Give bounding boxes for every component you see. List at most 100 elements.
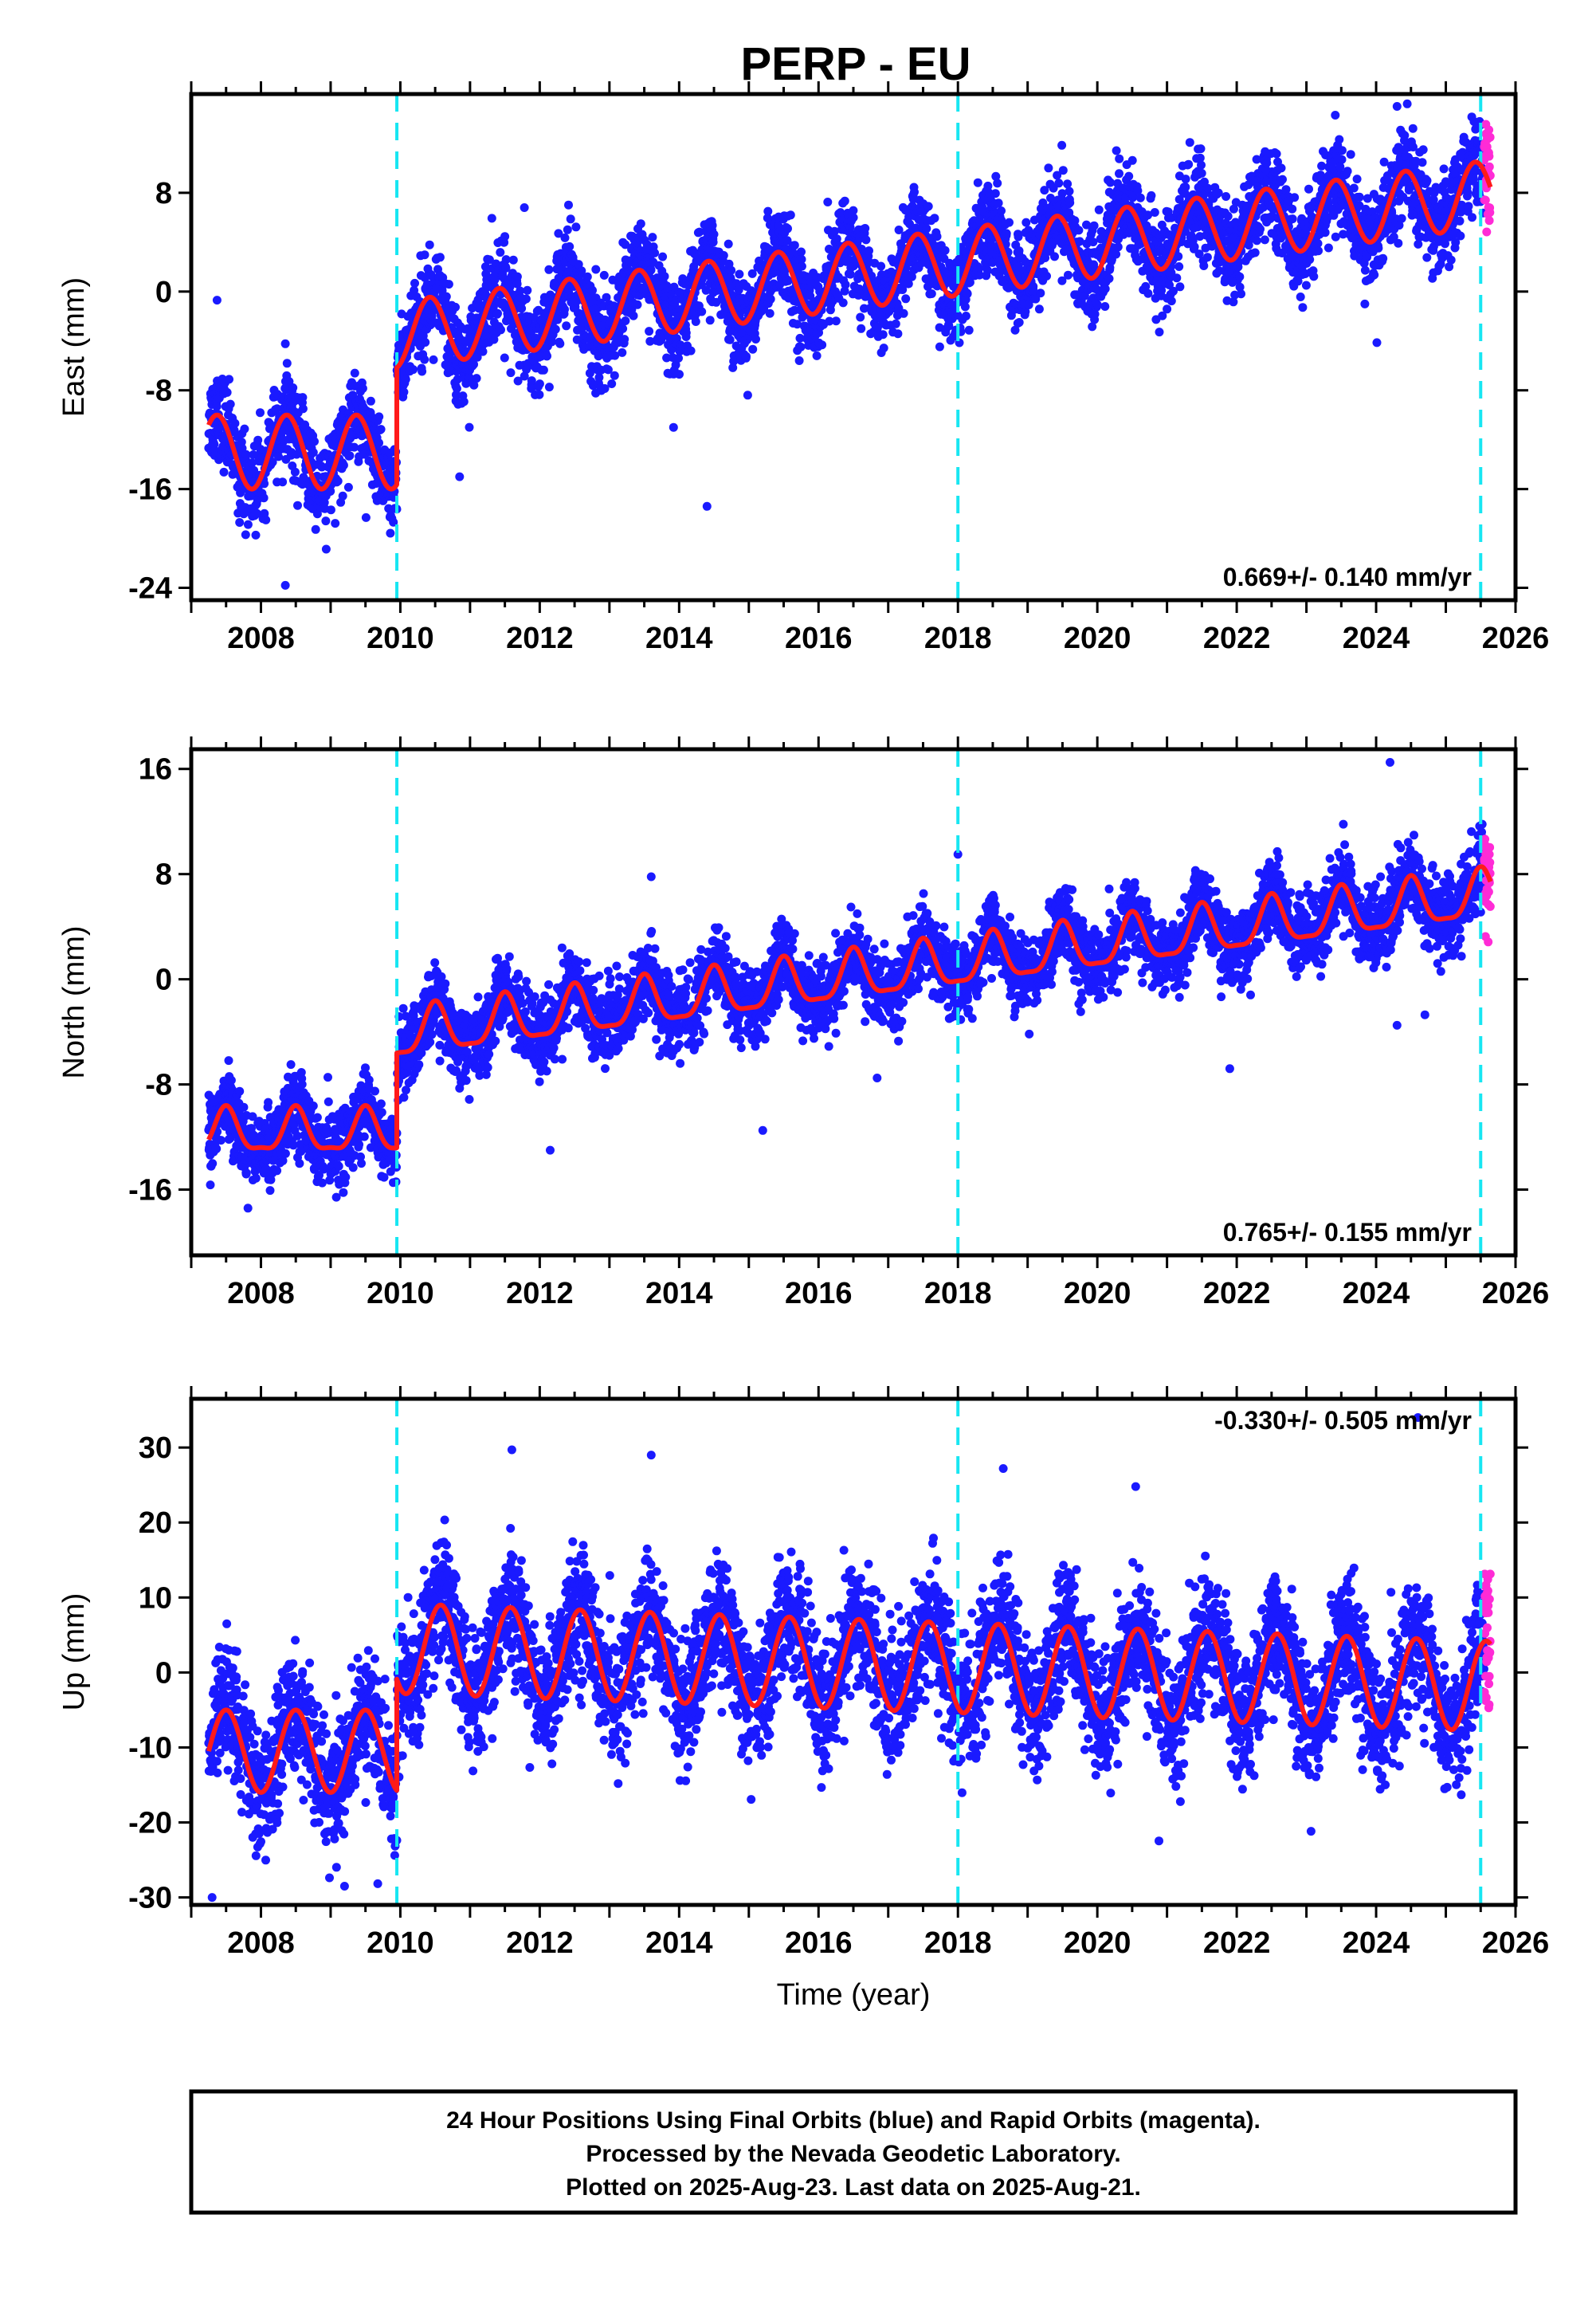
final-orbit-point	[298, 404, 308, 414]
final-orbit-point	[469, 380, 479, 390]
final-orbit-point	[861, 224, 870, 233]
final-orbit-point	[513, 376, 523, 386]
final-orbit-point	[783, 276, 793, 285]
final-orbit-point	[1314, 246, 1323, 256]
final-orbit-point	[832, 234, 841, 244]
final-orbit-point	[1106, 178, 1115, 187]
final-orbit-point	[621, 240, 630, 249]
final-orbit-point	[1256, 225, 1265, 234]
final-orbit-point	[251, 530, 261, 540]
final-orbit-point	[845, 269, 855, 279]
final-orbit-point	[249, 450, 258, 459]
final-orbit-point	[1151, 315, 1161, 324]
final-orbit-point	[794, 356, 804, 365]
final-orbit-point	[280, 339, 290, 348]
final-orbit-point	[984, 188, 994, 198]
final-orbit-point	[566, 214, 575, 224]
final-orbit-point	[350, 368, 359, 378]
final-orbit-point	[1370, 270, 1379, 280]
final-orbit-point	[308, 448, 318, 457]
final-orbit-point	[691, 317, 700, 326]
final-orbit-point	[983, 265, 992, 275]
final-orbit-point	[695, 227, 704, 237]
final-orbit-point	[1127, 155, 1137, 165]
final-orbit-point	[574, 260, 583, 269]
final-orbit-point	[747, 269, 757, 278]
final-orbit-point	[935, 323, 944, 332]
final-orbit-point	[743, 391, 752, 400]
final-orbit-point	[840, 196, 849, 206]
final-orbit-point	[376, 425, 386, 434]
final-orbit-point	[493, 308, 502, 318]
final-orbit-point	[554, 229, 563, 238]
final-orbit-point	[861, 235, 871, 245]
final-orbit-point	[603, 365, 613, 375]
figure-title: PERP - EU	[740, 38, 971, 90]
final-orbit-point	[1014, 246, 1024, 256]
final-orbit-point	[857, 324, 866, 333]
final-orbit-point	[1418, 158, 1427, 167]
final-orbit-point	[855, 285, 864, 293]
final-orbit-point	[1064, 270, 1072, 280]
final-orbit-point	[420, 355, 429, 364]
final-orbit-point	[797, 254, 806, 264]
final-orbit-point	[1276, 163, 1286, 173]
final-orbit-point	[1115, 169, 1123, 179]
final-orbit-point	[697, 307, 707, 316]
final-orbit-point	[1135, 193, 1145, 202]
final-orbit-point	[709, 230, 719, 239]
final-orbit-point	[602, 293, 611, 302]
final-orbit-point	[219, 467, 229, 477]
final-orbit-point	[1058, 166, 1068, 175]
final-orbit-point	[465, 422, 474, 432]
final-orbit-point	[719, 251, 728, 260]
final-orbit-point	[389, 517, 398, 527]
final-orbit-point	[321, 544, 331, 554]
final-orbit-point	[399, 387, 409, 397]
final-orbit-point	[681, 328, 691, 338]
final-orbit-point	[1422, 176, 1432, 186]
final-orbit-point	[671, 360, 680, 370]
final-orbit-point	[1222, 192, 1231, 201]
final-orbit-point	[555, 339, 565, 348]
final-orbit-point	[1169, 286, 1178, 296]
final-orbit-point	[1408, 124, 1418, 133]
final-orbit-point	[927, 289, 936, 298]
final-orbit-point	[1113, 242, 1123, 252]
final-orbit-point	[1024, 300, 1033, 309]
final-orbit-point	[588, 285, 597, 295]
final-orbit-point	[240, 424, 249, 434]
final-orbit-point	[610, 351, 620, 360]
final-orbit-point	[490, 275, 500, 285]
final-orbit-point	[1272, 149, 1281, 159]
final-orbit-point	[501, 263, 511, 273]
final-orbit-point	[553, 315, 563, 324]
panels: 2008 2010 2012 2014 2016 2018 2020 2022 2024 2026…	[57, 81, 1549, 2012]
final-orbit-point	[512, 279, 522, 289]
final-orbit-point	[1124, 171, 1134, 181]
final-orbit-point	[812, 351, 822, 360]
final-orbit-point	[1158, 311, 1167, 320]
final-orbit-point	[338, 491, 347, 501]
final-orbit-point	[517, 304, 527, 313]
final-orbit-point	[1057, 140, 1067, 150]
final-orbit-point	[1278, 175, 1287, 184]
final-orbit-point	[247, 458, 257, 468]
final-orbit-point	[964, 325, 974, 335]
final-orbit-point	[282, 359, 292, 368]
final-orbit-point	[963, 289, 972, 299]
final-orbit-point	[560, 233, 570, 242]
final-orbit-point	[793, 320, 802, 329]
final-orbit-point	[907, 272, 916, 281]
final-orbit-point	[618, 348, 627, 357]
final-orbit-point	[1337, 155, 1347, 164]
final-orbit-point	[1309, 272, 1319, 281]
final-orbit-point	[1355, 192, 1364, 202]
final-orbit-point	[910, 187, 919, 197]
final-orbit-point	[1202, 253, 1212, 262]
final-orbit-point	[1014, 318, 1024, 327]
final-orbit-point	[674, 353, 683, 363]
final-orbit-point	[284, 377, 294, 387]
final-orbit-point	[543, 351, 551, 361]
final-orbit-point	[783, 224, 792, 234]
